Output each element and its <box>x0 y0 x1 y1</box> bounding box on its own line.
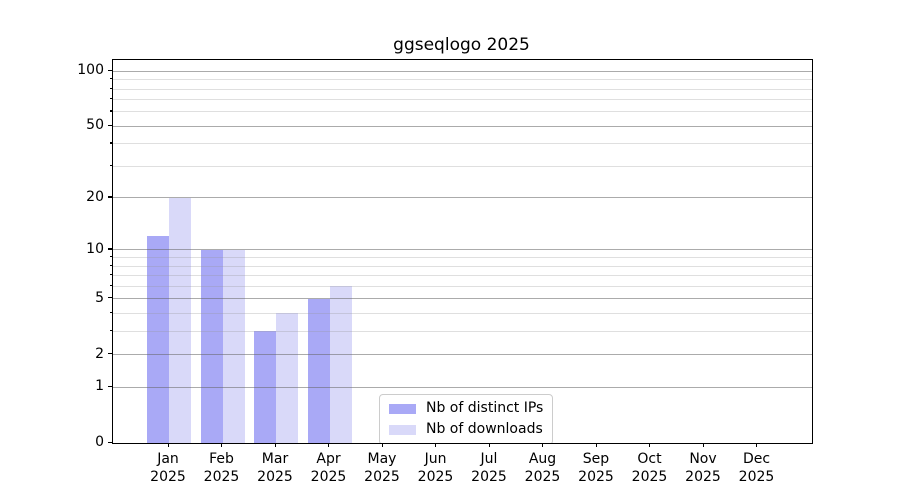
x-tick-mark <box>328 443 330 447</box>
bar-downloads <box>329 286 352 443</box>
x-tick-mark <box>221 443 223 447</box>
legend-item-downloads: Nb of downloads <box>389 420 543 439</box>
legend-label-downloads: Nb of downloads <box>426 421 543 437</box>
plot-area: Nb of distinct IPs Nb of downloads <box>112 59 813 444</box>
x-tick-label: Oct 2025 <box>631 451 668 485</box>
y-tick-label: 10 <box>86 240 104 257</box>
y-tick-label: 5 <box>95 289 104 306</box>
gridline-major <box>113 125 812 127</box>
y-tick-mark <box>108 385 112 387</box>
bar-downloads <box>222 249 245 443</box>
y-tick-label: 50 <box>86 117 104 134</box>
x-tick-mark <box>649 443 651 447</box>
y-minor-tick-mark <box>109 274 112 276</box>
x-tick-label: Nov 2025 <box>685 451 721 485</box>
legend-label-distinct-ips: Nb of distinct IPs <box>426 400 544 416</box>
y-minor-tick-mark <box>109 165 112 167</box>
gridline-major <box>113 197 812 199</box>
bar-distinct-ips <box>307 298 330 443</box>
y-minor-tick-mark <box>109 256 112 258</box>
gridline-minor <box>113 111 812 113</box>
x-tick-label: Dec 2025 <box>738 451 775 485</box>
y-minor-tick-mark <box>109 78 112 80</box>
y-tick-mark <box>108 196 112 198</box>
x-tick-mark <box>167 443 169 447</box>
bar-downloads <box>169 197 191 443</box>
y-tick-label: 20 <box>86 188 104 205</box>
x-tick-mark <box>381 443 383 447</box>
gridline-minor <box>113 79 812 81</box>
y-tick-mark <box>108 297 112 299</box>
y-minor-tick-mark <box>109 98 112 100</box>
gridline-minor <box>113 99 812 101</box>
y-minor-tick-mark <box>109 329 112 332</box>
y-tick-mark <box>108 124 112 127</box>
bar-distinct-ips <box>254 331 276 443</box>
bar-distinct-ips <box>147 236 169 443</box>
bar-distinct-ips <box>200 249 223 443</box>
x-tick-label: Sep 2025 <box>578 451 614 485</box>
bar-downloads <box>276 313 298 443</box>
y-tick-label: 1 <box>95 378 104 395</box>
gridline-minor <box>113 166 812 167</box>
y-tick-label: 0 <box>95 434 104 450</box>
x-tick-mark <box>274 443 276 447</box>
x-tick-mark <box>542 443 544 447</box>
y-tick-mark <box>108 353 112 355</box>
x-tick-label: Apr 2025 <box>310 451 347 485</box>
y-tick-mark <box>108 248 112 250</box>
legend: Nb of distinct IPs Nb of downloads <box>379 394 554 443</box>
y-minor-tick-mark <box>109 264 112 266</box>
plot-inner: Nb of distinct IPs Nb of downloads <box>113 60 812 443</box>
gridline-major <box>113 70 812 72</box>
x-tick-mark <box>595 443 597 447</box>
x-tick-label: Aug 2025 <box>524 451 561 485</box>
x-tick-label: Jun 2025 <box>417 451 454 485</box>
y-tick-label: 2 <box>95 345 104 362</box>
y-tick-mark <box>108 441 112 443</box>
x-tick-mark <box>435 443 437 447</box>
x-tick-label: May 2025 <box>364 451 400 485</box>
legend-swatch-downloads-icon <box>389 424 416 435</box>
x-tick-label: Jan 2025 <box>150 451 186 485</box>
gridline-minor <box>113 88 812 90</box>
x-tick-mark <box>756 443 758 447</box>
x-tick-mark <box>488 443 490 447</box>
x-tick-label: Mar 2025 <box>257 451 293 485</box>
y-tick-label: 100 <box>77 62 104 79</box>
chart-title: ggseqlogo 2025 <box>393 35 530 55</box>
legend-item-distinct-ips: Nb of distinct IPs <box>389 399 543 418</box>
y-minor-tick-mark <box>109 311 112 314</box>
y-minor-tick-mark <box>109 284 112 286</box>
y-minor-tick-mark <box>109 87 112 89</box>
gridline-minor <box>113 143 812 145</box>
x-tick-label: Jul 2025 <box>471 451 507 485</box>
y-minor-tick-mark <box>109 110 112 112</box>
legend-swatch-distinct-ips-icon <box>389 403 416 414</box>
y-tick-mark <box>108 69 112 72</box>
y-minor-tick-mark <box>109 142 112 144</box>
x-tick-label: Feb 2025 <box>203 451 240 485</box>
x-tick-mark <box>702 443 704 447</box>
